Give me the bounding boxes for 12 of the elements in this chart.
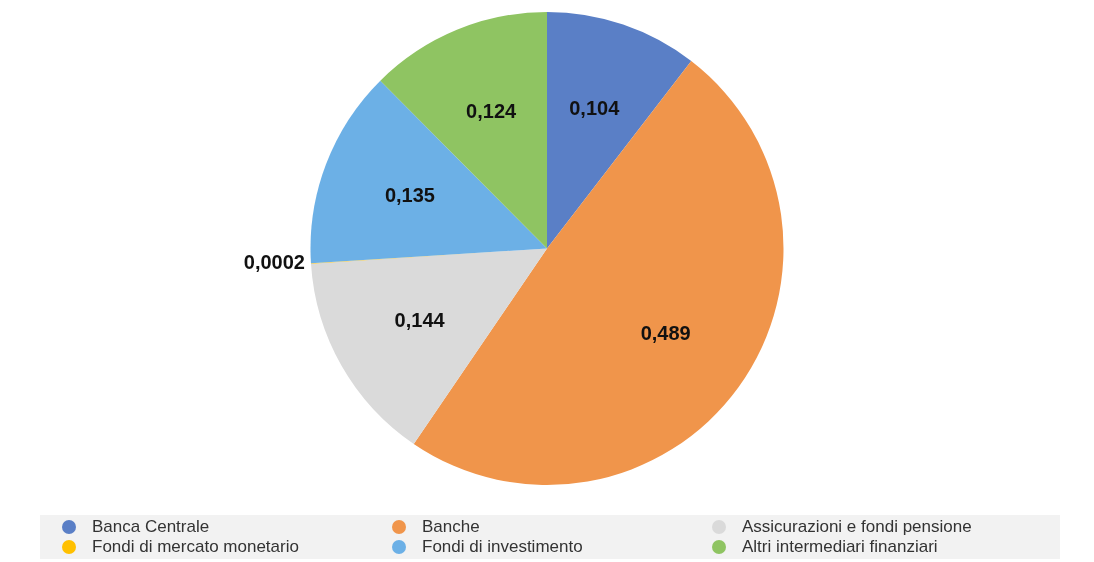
- legend-label: Banca Centrale: [92, 517, 210, 537]
- data-label: 0,0002: [243, 251, 305, 274]
- legend-label: Altri intermediari finanziari: [742, 537, 938, 557]
- legend-label: Fondi di mercato monetario: [92, 537, 299, 557]
- legend-label: Banche: [422, 517, 480, 537]
- data-label: 0,104: [569, 97, 621, 120]
- legend-label: Fondi di investimento: [422, 537, 583, 557]
- data-label: 0,124: [466, 100, 518, 123]
- data-label: 0,489: [640, 322, 691, 345]
- data-label: 0,135: [384, 183, 435, 206]
- legend-label: Assicurazioni e fondi pensione: [742, 517, 972, 537]
- data-label: 0,144: [394, 308, 446, 331]
